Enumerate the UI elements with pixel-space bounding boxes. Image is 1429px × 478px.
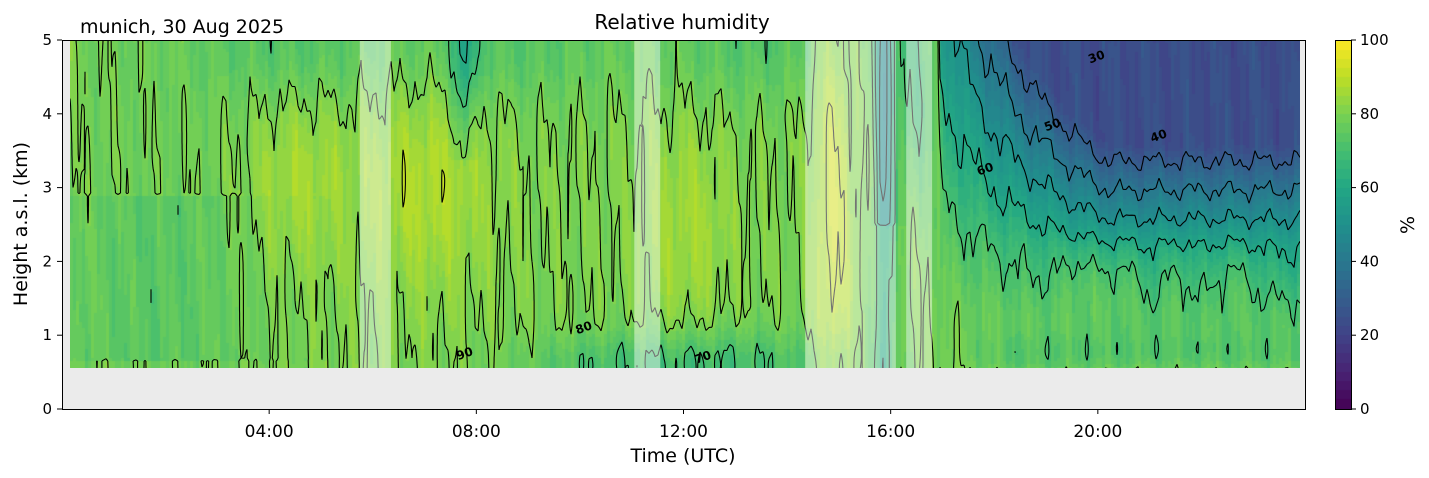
y-tick-label: 3 [42,179,52,197]
masked-periods [359,40,933,368]
colorbar-axis: 0 20 40 60 80 100 [1351,31,1389,418]
contour-label: 30 [1086,47,1106,66]
x-tick-label: 16:00 [866,422,915,442]
chart-title: Relative humidity [594,10,769,34]
contour-line-60 [458,40,1300,368]
contour-label: 90 [454,344,474,363]
y-axis-label: Height a.s.l. (km) [10,142,32,306]
x-tick-label: 08:00 [452,422,501,442]
colorbar [1335,40,1351,409]
colorbar-tick-label: 100 [1360,31,1389,49]
contour-label: 50 [1042,115,1062,134]
contour-label: 80 [573,318,593,337]
colorbar-tick-label: 60 [1360,179,1379,197]
contour-label: 70 [693,348,713,367]
x-tick-label: 20:00 [1073,422,1122,442]
colorbar-tick-label: 80 [1360,105,1379,123]
colorbar-label: % [1397,216,1419,234]
contour-line-50 [879,40,1300,231]
x-axis: 04:00 08:00 12:00 16:00 20:00 [245,409,1122,442]
colorbar-frame [1335,40,1352,410]
colorbar-tick-label: 40 [1360,252,1379,270]
x-tick-label: 04:00 [245,422,294,442]
heatmap-layer [70,40,1300,368]
y-tick-label: 2 [42,252,52,270]
contour-line-90 [401,102,846,313]
contour-line-40 [977,40,1300,204]
contour-lines [70,40,1300,368]
contour-label: 60 [975,160,995,179]
contour-line-30 [1007,40,1300,172]
contour-line-70 [150,40,1300,368]
contour-label: 40 [1148,126,1168,145]
y-tick-label: 0 [42,400,52,418]
colorbar-tick-label: 0 [1360,400,1370,418]
contour-labels: 30 40 50 60 70 80 90 [454,47,1168,366]
masked-period-1 [634,40,661,368]
masked-period-2 [805,40,896,368]
y-tick-label: 5 [42,31,52,49]
x-tick-label: 12:00 [659,422,708,442]
y-tick-label: 1 [42,326,52,344]
masked-period-0 [359,40,391,368]
x-axis-label: Time (UTC) [629,445,735,467]
chart-subtitle: munich, 30 Aug 2025 [80,16,284,38]
colorbar-tick-label: 20 [1360,326,1379,344]
masked-period-3 [906,40,933,368]
y-tick-label: 4 [42,105,52,123]
y-axis: 0 1 2 3 4 5 [42,31,62,418]
